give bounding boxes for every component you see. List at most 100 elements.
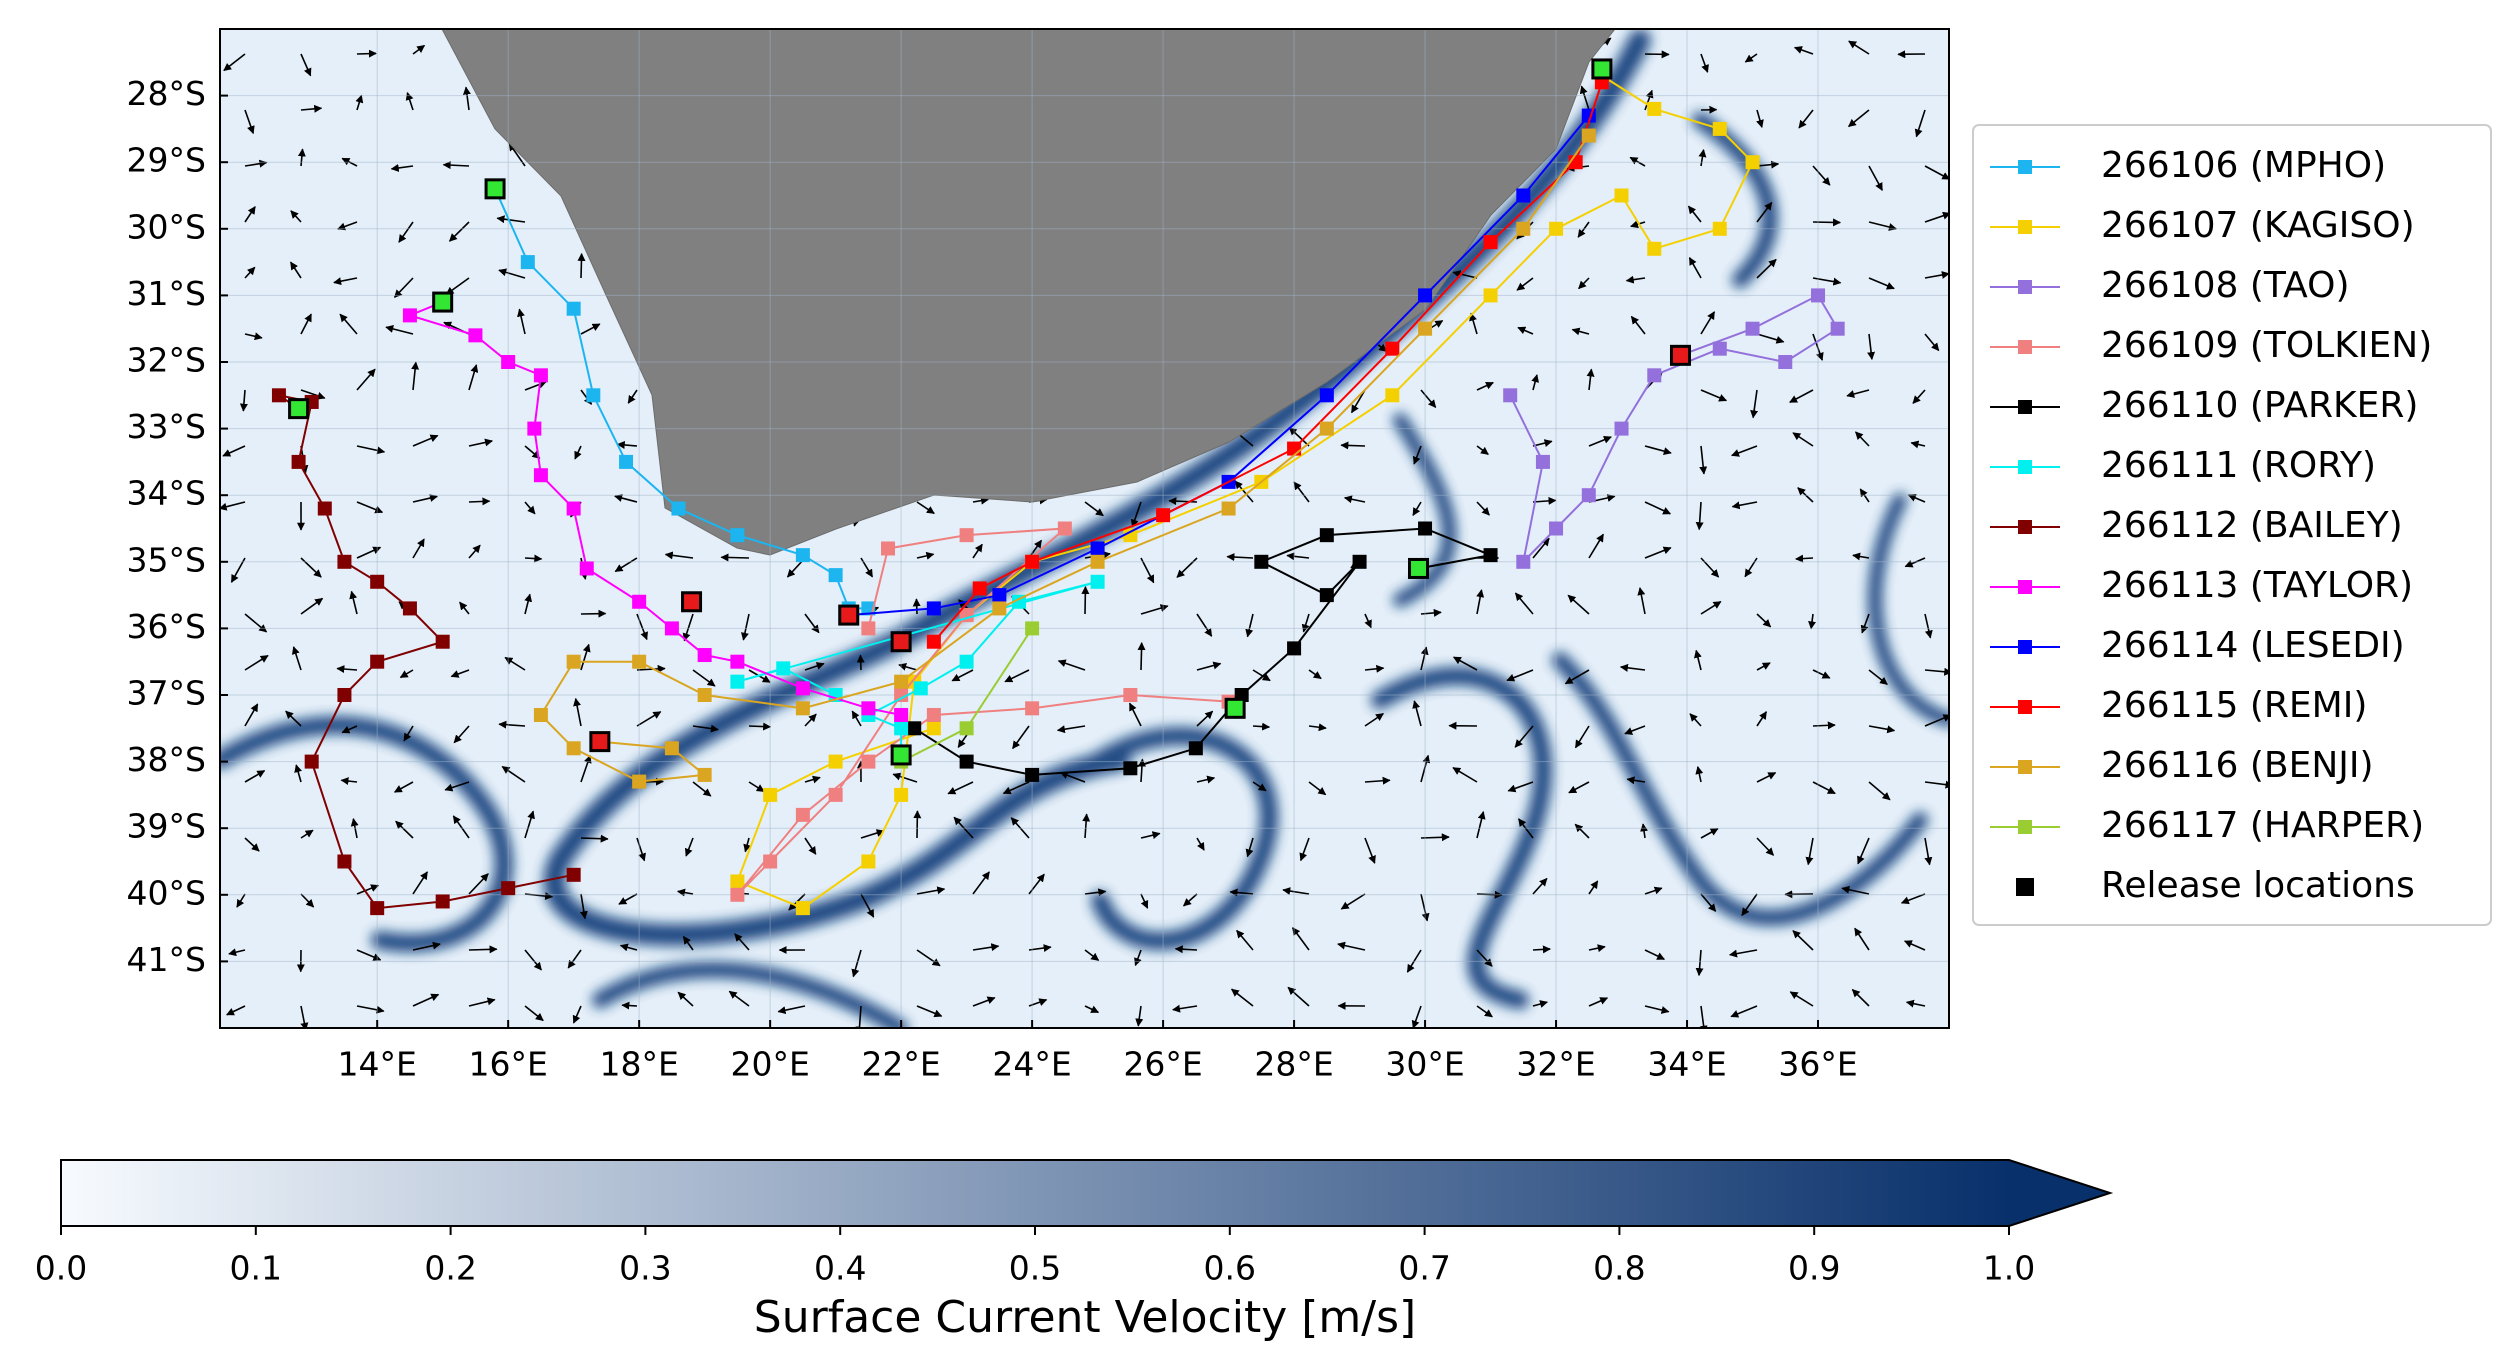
- current-arrow: [1868, 221, 1897, 231]
- track-point: [271, 388, 286, 403]
- current-arrow: [621, 1001, 638, 1010]
- current-arrow: [1568, 781, 1590, 794]
- current-arrow: [1343, 495, 1366, 504]
- track-point: [566, 654, 581, 669]
- track-point: [1483, 235, 1498, 250]
- y-tick-label: 28°S: [127, 74, 206, 113]
- current-arrow: [619, 943, 638, 952]
- legend-label: 266109 (TOLKIEN): [2101, 325, 2432, 366]
- current-arrow: [1756, 333, 1785, 344]
- track-point: [1745, 155, 1760, 170]
- current-arrow: [291, 646, 302, 671]
- current-arrow: [412, 494, 438, 503]
- current-arrow: [972, 543, 983, 559]
- current-arrow: [1756, 772, 1777, 783]
- current-arrow: [1002, 781, 1030, 795]
- colorbar-tick-label: 0.9: [1788, 1249, 1840, 1288]
- current-arrow: [468, 873, 489, 895]
- legend-label: 266110 (PARKER): [2101, 385, 2418, 426]
- current-arrow: [222, 445, 246, 457]
- current-arrow: [1245, 837, 1254, 858]
- y-tick-label: 32°S: [127, 341, 206, 380]
- current-arrow: [1531, 374, 1540, 391]
- current-arrow: [618, 893, 638, 905]
- track-point: [1287, 441, 1302, 456]
- current-arrow: [1808, 613, 1817, 630]
- current-arrow: [244, 654, 269, 671]
- track-point: [1319, 421, 1334, 436]
- current-arrow: [1028, 944, 1052, 953]
- current-arrow: [1731, 501, 1758, 510]
- track-point: [763, 854, 778, 869]
- track-point: [763, 787, 778, 802]
- current-arrow: [236, 893, 246, 908]
- track-point: [566, 741, 581, 756]
- current-arrow: [223, 53, 246, 72]
- current-arrow: [916, 1005, 943, 1018]
- current-arrow: [851, 949, 862, 978]
- map-area: [220, 29, 1949, 1028]
- track-point: [1549, 221, 1564, 236]
- track-point: [586, 388, 601, 403]
- track-point: [861, 701, 876, 716]
- current-arrow: [1196, 837, 1205, 851]
- x-tick-label: 26°E: [1123, 1045, 1202, 1084]
- track-point: [730, 674, 745, 689]
- current-arrow: [448, 221, 470, 242]
- track-point: [1647, 368, 1662, 383]
- track-point: [1712, 221, 1727, 236]
- current-arrow: [1287, 986, 1310, 1007]
- current-arrow: [393, 277, 414, 298]
- current-arrow: [741, 613, 750, 641]
- release-marker: [890, 631, 912, 653]
- current-arrow: [356, 1005, 385, 1014]
- current-arrow: [1644, 445, 1672, 455]
- current-arrow: [289, 261, 302, 279]
- current-arrow: [468, 364, 479, 391]
- current-arrow: [356, 445, 386, 455]
- current-arrow: [951, 669, 974, 682]
- current-arrow: [572, 1005, 582, 1024]
- current-arrow: [524, 380, 547, 391]
- track-point: [1254, 554, 1269, 569]
- current-arrow: [1012, 725, 1030, 750]
- legend-marker: [2018, 280, 2032, 294]
- current-arrow: [1924, 165, 1949, 180]
- current-arrow: [395, 820, 414, 839]
- track-point: [1025, 767, 1040, 782]
- current-arrow: [1795, 554, 1814, 563]
- current-arrow: [972, 996, 996, 1007]
- track-point: [370, 654, 385, 669]
- track-point: [1830, 321, 1845, 336]
- current-arrow: [1695, 766, 1704, 783]
- current-arrow: [1588, 997, 1609, 1007]
- y-tick-label: 33°S: [127, 407, 206, 446]
- current-arrow: [743, 837, 752, 853]
- current-arrow: [300, 597, 324, 615]
- track-point: [1811, 288, 1826, 303]
- current-arrow: [1130, 501, 1142, 528]
- current-arrow: [1245, 613, 1254, 638]
- track-point: [619, 454, 634, 469]
- current-arrow: [244, 266, 256, 279]
- current-arrow: [1868, 725, 1896, 734]
- current-arrow: [244, 703, 259, 727]
- current-arrow: [1476, 589, 1485, 615]
- current-arrow: [1694, 649, 1702, 671]
- current-arrow: [577, 252, 586, 279]
- current-arrow: [1469, 312, 1478, 335]
- current-arrow: [682, 935, 694, 951]
- current-arrow: [1700, 893, 1717, 912]
- legend-label: 266115 (REMI): [2101, 685, 2367, 726]
- track-point: [959, 721, 974, 736]
- current-arrow: [1452, 656, 1478, 671]
- current-arrow: [1084, 1005, 1100, 1014]
- current-arrow: [580, 643, 591, 671]
- track-point: [664, 621, 679, 636]
- current-arrow: [1532, 1000, 1548, 1008]
- y-tick-label: 39°S: [127, 807, 206, 846]
- track-point: [730, 887, 745, 902]
- current-arrow: [614, 494, 638, 503]
- track-point: [566, 301, 581, 316]
